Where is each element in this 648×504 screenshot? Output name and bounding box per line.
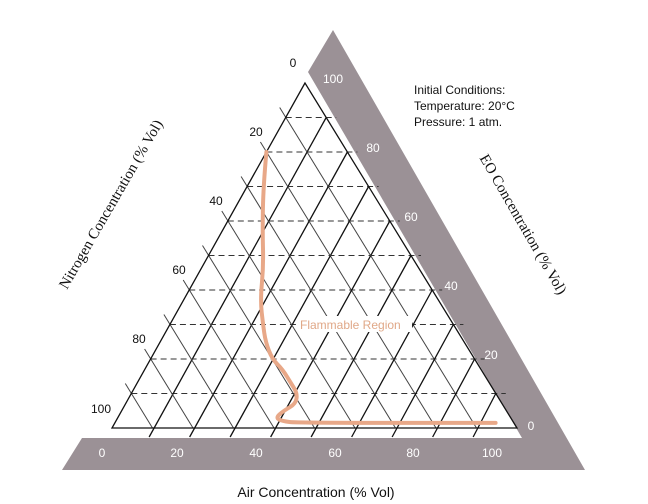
grid-line-air	[391, 324, 454, 438]
eo-axis-label: EO Concentration (% Vol)	[476, 152, 569, 298]
triangle-outline	[110, 81, 519, 429]
grid-line-air	[432, 358, 476, 438]
conditions-temperature: Temperature: 20°C	[414, 99, 515, 113]
grid-line-air	[189, 151, 348, 438]
nitrogen-tick-label: 0	[290, 56, 297, 70]
air-tick-label: 40	[249, 446, 263, 460]
air-tick-label: 0	[99, 446, 106, 460]
grid-line-nitrogen	[259, 141, 437, 429]
flammable-boundary-curve	[259, 150, 498, 425]
right-axis-band	[62, 30, 585, 470]
initial-conditions: Initial Conditions: Temperature: 20°C Pr…	[414, 82, 515, 130]
eo-tick-label: 100	[323, 72, 343, 86]
grid-line-air	[351, 289, 433, 438]
tick-labels: 0 20 40 60 80 100 100 80 60 40 20 0 0 20 40 60 80 100	[91, 56, 535, 460]
air-tick-label: 20	[170, 446, 184, 460]
eo-tick-label: 40	[444, 279, 458, 293]
grid-line-nitrogen	[124, 383, 153, 429]
grid-line-nitrogen	[279, 107, 477, 429]
eo-tick-label: 80	[366, 141, 380, 155]
eo-tick-label: 20	[484, 348, 498, 362]
air-tick-label: 60	[328, 446, 342, 460]
nitrogen-tick-label: 100	[91, 402, 111, 416]
nitrogen-tick-label: 60	[172, 263, 186, 277]
grid-line-nitrogen	[221, 210, 356, 429]
eo-tick-label: 60	[404, 210, 418, 224]
nitrogen-axis-label: Nitrogen Concentration (% Vol)	[57, 117, 167, 292]
nitrogen-tick-label: 80	[132, 332, 146, 346]
grid-line-nitrogen	[182, 279, 275, 429]
nitrogen-tick-label: 40	[209, 194, 223, 208]
grid-line-nitrogen	[240, 176, 396, 429]
air-tick-label: 80	[406, 446, 420, 460]
grid-line-air	[472, 393, 497, 438]
air-axis-label: Air Concentration (% Vol)	[237, 484, 394, 500]
grid-line-air	[229, 186, 370, 438]
grid-line-nitrogen	[144, 348, 194, 429]
grid-line-air	[148, 117, 327, 438]
flammable-region-label: Flammable Region	[300, 318, 401, 332]
eo-tick-label: 0	[528, 419, 535, 433]
air-tick-label: 100	[482, 446, 502, 460]
conditions-title: Initial Conditions:	[414, 83, 506, 97]
conditions-pressure: Pressure: 1 atm.	[414, 115, 503, 129]
region-label-bg	[298, 316, 412, 332]
grid-line-nitrogen	[163, 314, 234, 429]
nitrogen-tick-label: 20	[249, 125, 263, 139]
grid-line-air	[310, 255, 412, 438]
